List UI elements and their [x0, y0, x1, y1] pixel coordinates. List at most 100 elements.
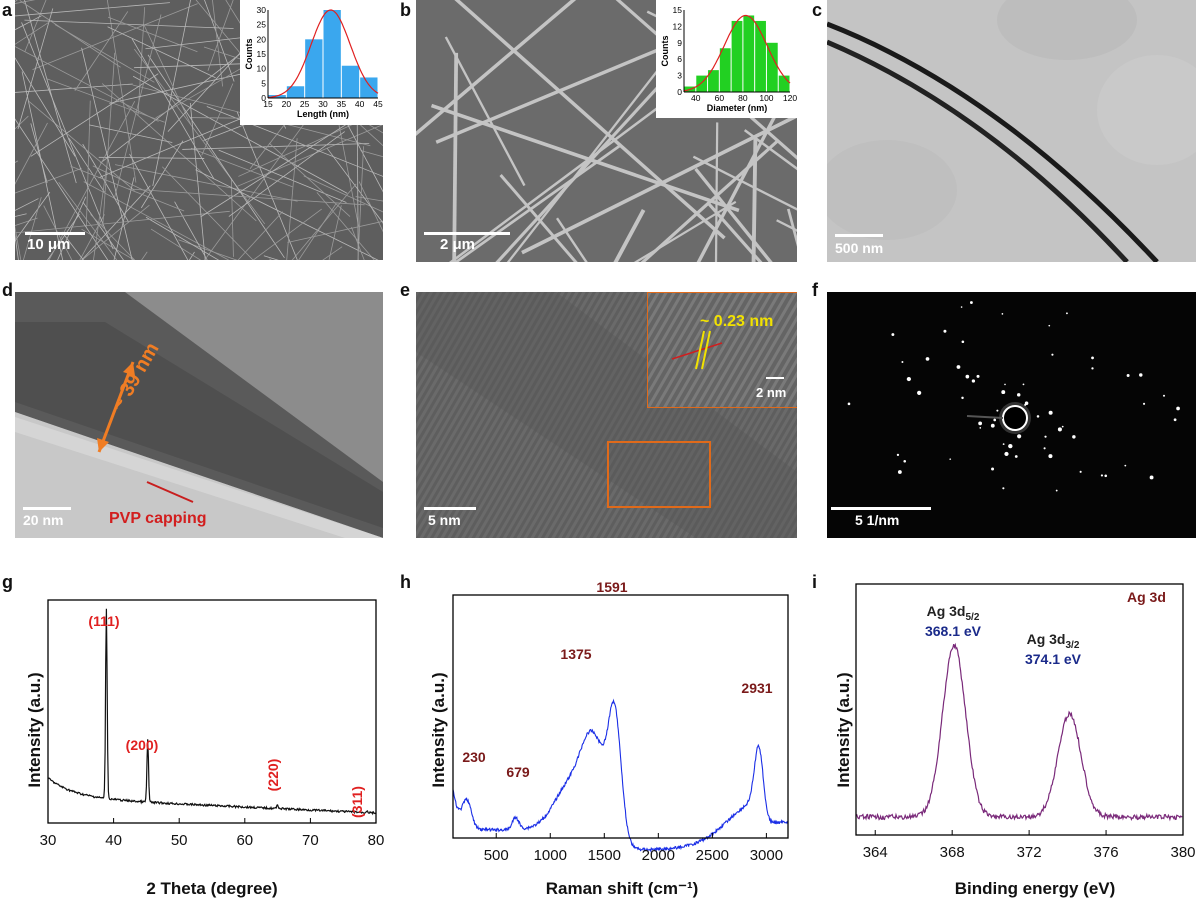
nanowire [15, 225, 22, 260]
peak-energy-label: 368.1 eV [925, 623, 982, 639]
nanowire [692, 155, 797, 211]
diffraction-spot [949, 458, 952, 460]
nanowire [46, 78, 165, 123]
histogram-bar [305, 39, 323, 98]
tem-image-d: ~ 39 nm 20 nm PVP capping [15, 292, 383, 538]
g-xlabel: 2 Theta (degree) [146, 879, 277, 898]
x-tick-label: 30 [318, 99, 328, 109]
nanowire [291, 183, 357, 260]
nanowire [107, 16, 198, 53]
panel-label-i: i [812, 572, 818, 592]
x-tick-label: 1500 [588, 847, 621, 864]
pvp-capping-label: PVP capping [109, 510, 207, 527]
nanowire [134, 48, 266, 225]
nanowire [174, 201, 208, 260]
nanowire [328, 205, 342, 260]
y-tick-label: 30 [257, 5, 267, 15]
saed-image-f: 5 1/nm [827, 292, 1196, 538]
panel-label-c: c [812, 0, 823, 20]
nanowire [15, 19, 53, 45]
nanowire [200, 123, 349, 218]
diffraction-spot [960, 306, 963, 308]
diffraction-spot [1139, 373, 1143, 377]
nanowire [145, 216, 220, 260]
plot-frame [452, 594, 789, 839]
nanowire [93, 165, 108, 260]
x-axis-label: Length (nm) [297, 109, 349, 119]
nanowire [129, 153, 189, 260]
nanowire [454, 0, 726, 240]
diffraction-spot [1104, 474, 1108, 478]
nanowire [15, 0, 36, 4]
diffraction-spot [1024, 401, 1029, 405]
peak-label: Ag 3d5/2 [927, 603, 980, 623]
nanowire [268, 142, 351, 217]
diffraction-spot [847, 402, 851, 406]
diffraction-spot [956, 365, 961, 369]
diffraction-spot [996, 409, 999, 412]
nanowire [15, 115, 29, 130]
tem-image-e: ~ 0.23 nm 2 nm 5 nm [416, 292, 797, 538]
nanowire [22, 197, 42, 260]
diffraction-spot [1055, 489, 1058, 492]
x-tick-label: 60 [715, 93, 725, 103]
diffraction-spot [979, 427, 982, 429]
diffraction-spot [1022, 383, 1025, 386]
nanowire [68, 138, 105, 193]
tem-c-wires [827, 0, 1196, 262]
diffraction-spot [1057, 427, 1062, 432]
diffraction-spot [1004, 451, 1009, 457]
x-tick-label: 2500 [696, 847, 729, 864]
scale-label-b: 2 μm [440, 236, 476, 253]
x-tick-label: 368 [940, 844, 965, 861]
nanowire [706, 201, 763, 262]
diffraction-spot [976, 374, 980, 378]
nanowire [696, 78, 796, 262]
nanowire [355, 196, 383, 202]
raman-chart: Intensity (a.u.) Raman shift (cm⁻¹) 500 1… [429, 580, 789, 898]
x-tick-label: 35 [337, 99, 347, 109]
diffraction-spot [1014, 455, 1018, 458]
panel-label-d: d [2, 280, 13, 300]
nanowire [188, 251, 195, 260]
diffraction-spot [1048, 454, 1053, 459]
x-tick-label: 500 [484, 847, 509, 864]
nanowire [416, 0, 577, 136]
nanowire [15, 2, 170, 17]
diffraction-spot [1043, 447, 1046, 450]
histogram-bar [731, 20, 743, 92]
nanowire [152, 0, 191, 187]
diffraction-spot [1048, 410, 1053, 415]
panel-label-e: e [400, 280, 411, 300]
y-tick-label: 5 [261, 78, 266, 88]
peak-label: 230 [462, 749, 486, 765]
x-tick-label: 100 [759, 93, 773, 103]
nanowire [15, 191, 51, 242]
nanowire [252, 208, 322, 260]
nanowire [182, 143, 370, 150]
diffraction-spot [1124, 464, 1127, 467]
diffraction-spot [969, 301, 973, 304]
diffraction-spot [1091, 356, 1094, 360]
peak-label: Ag 3d3/2 [1027, 631, 1080, 651]
nanowire [24, 0, 77, 184]
nanowire [162, 166, 254, 260]
inset-histogram-b: 40 60 80 100 120 0 3 6 9 12 15 Diameter (nm) Counts [656, 0, 797, 118]
nanowire [751, 138, 758, 262]
sem-image-b: 2 μm 40 60 80 100 120 0 3 6 9 12 15 Diameter (nm) Co… [416, 0, 797, 262]
diffraction-spot [961, 340, 965, 344]
x-tick-label: 20 [282, 99, 292, 109]
nanowire [70, 165, 185, 212]
nanowire [556, 217, 588, 262]
nanowire [495, 60, 683, 262]
diffraction-spot [978, 421, 983, 426]
peak-label-sub: 3/2 [1065, 640, 1079, 651]
y-tick-label: 0 [677, 87, 682, 97]
nanowire [47, 213, 80, 260]
nanowire [190, 147, 293, 188]
diffraction-spot [993, 418, 997, 422]
x-tick-label: 40 [105, 832, 122, 849]
peak-energy-label: 374.1 eV [1025, 651, 1082, 667]
nanowire [21, 22, 114, 250]
peak-label: (311) [349, 786, 365, 818]
